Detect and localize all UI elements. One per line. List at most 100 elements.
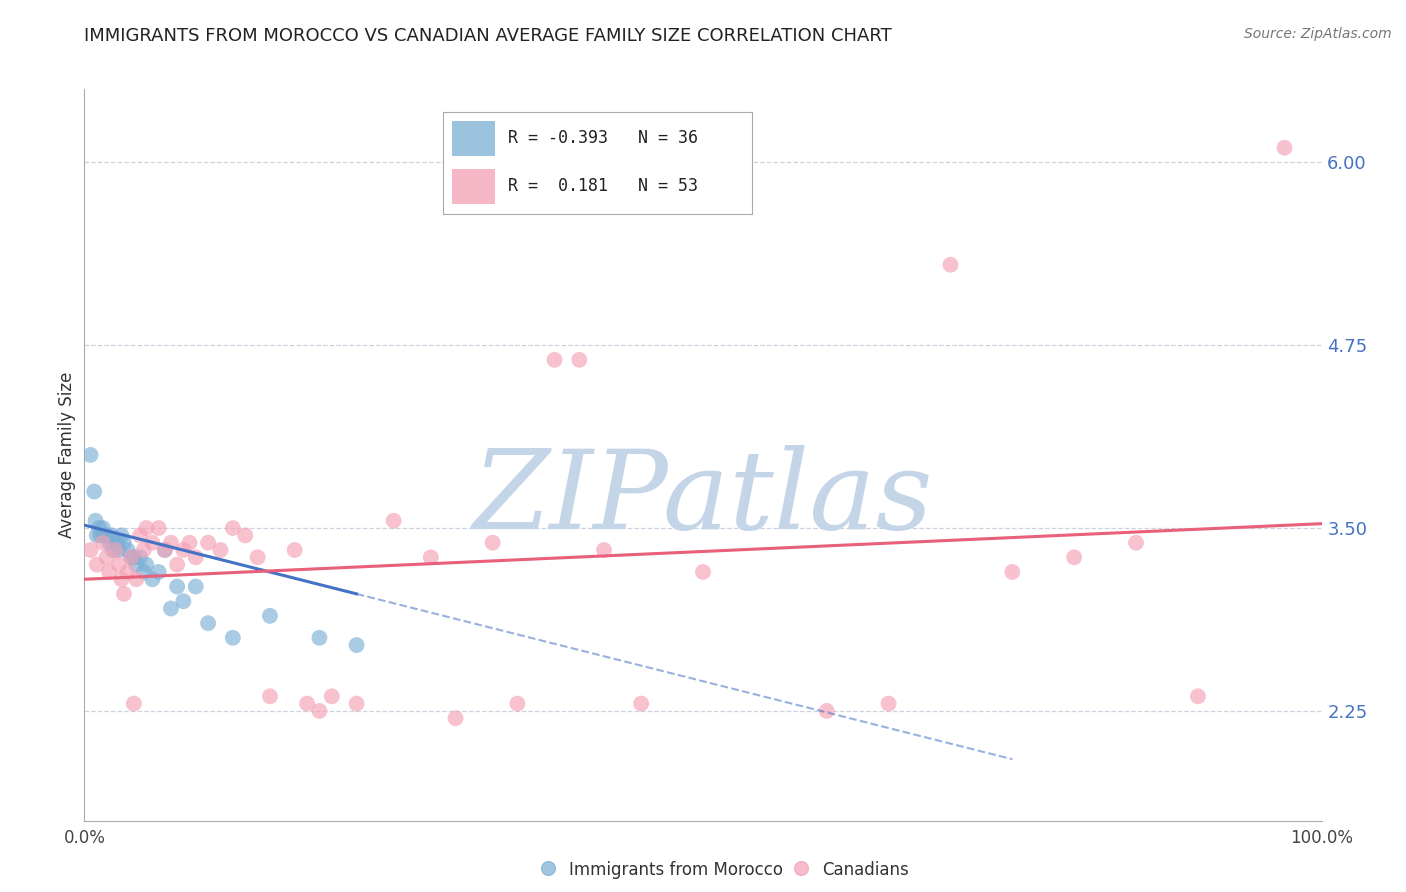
Point: [179, 535, 201, 549]
Point: [112, 587, 135, 601]
Point: [166, 580, 188, 594]
Bar: [453, 169, 495, 204]
Point: [790, 861, 813, 875]
Text: Source: ZipAtlas.com: Source: ZipAtlas.com: [1244, 27, 1392, 41]
Point: [104, 543, 127, 558]
Point: [308, 704, 330, 718]
Point: [160, 535, 183, 549]
Point: [1125, 535, 1147, 549]
Point: [321, 690, 343, 704]
Text: Canadians: Canadians: [823, 861, 910, 879]
Point: [481, 535, 503, 549]
Point: [172, 594, 194, 608]
Point: [84, 514, 107, 528]
Point: [89, 521, 111, 535]
Point: [132, 565, 155, 579]
Point: [120, 550, 142, 565]
Point: [98, 535, 121, 549]
Point: [110, 528, 132, 542]
Point: [593, 543, 616, 558]
Point: [135, 521, 157, 535]
Point: [197, 535, 219, 549]
Point: [141, 572, 163, 586]
Point: [86, 528, 108, 542]
Point: [630, 697, 652, 711]
Point: [107, 535, 129, 549]
Point: [79, 543, 101, 558]
Point: [259, 608, 281, 623]
Point: [91, 521, 114, 535]
Point: [135, 558, 157, 572]
Point: [120, 550, 142, 565]
Point: [172, 543, 194, 558]
Point: [129, 550, 152, 565]
Point: [91, 535, 114, 549]
Point: [284, 543, 307, 558]
Point: [346, 638, 368, 652]
Text: R = -0.393   N = 36: R = -0.393 N = 36: [508, 129, 697, 147]
Text: Immigrants from Morocco: Immigrants from Morocco: [569, 861, 783, 879]
Point: [132, 543, 155, 558]
Point: [96, 550, 118, 565]
Point: [89, 528, 111, 542]
Bar: [453, 120, 495, 155]
Point: [308, 631, 330, 645]
Point: [125, 572, 148, 586]
Point: [184, 580, 207, 594]
Point: [222, 631, 245, 645]
Point: [112, 535, 135, 549]
Point: [506, 697, 529, 711]
Point: [259, 690, 281, 704]
Point: [1063, 550, 1085, 565]
Point: [1274, 141, 1296, 155]
Point: [110, 572, 132, 586]
Y-axis label: Average Family Size: Average Family Size: [58, 372, 76, 538]
Point: [101, 543, 124, 558]
Text: R =  0.181   N = 53: R = 0.181 N = 53: [508, 178, 697, 195]
Point: [98, 565, 121, 579]
Point: [419, 550, 441, 565]
Point: [568, 352, 591, 367]
Point: [108, 558, 131, 572]
Point: [160, 601, 183, 615]
Point: [444, 711, 467, 725]
Point: [93, 528, 115, 542]
Point: [197, 616, 219, 631]
Point: [184, 550, 207, 565]
Point: [346, 697, 368, 711]
Point: [877, 697, 900, 711]
Point: [295, 697, 318, 711]
Point: [815, 704, 838, 718]
Point: [166, 558, 188, 572]
Point: [141, 535, 163, 549]
Point: [543, 352, 565, 367]
Text: ZIPatlas: ZIPatlas: [472, 445, 934, 552]
Point: [233, 528, 256, 542]
Point: [117, 543, 139, 558]
Point: [692, 565, 714, 579]
Point: [246, 550, 269, 565]
Point: [96, 528, 118, 542]
Point: [79, 448, 101, 462]
Point: [104, 535, 127, 549]
Point: [209, 543, 232, 558]
Point: [83, 484, 105, 499]
Point: [129, 528, 152, 542]
Point: [100, 528, 122, 542]
Point: [222, 521, 245, 535]
Text: IMMIGRANTS FROM MOROCCO VS CANADIAN AVERAGE FAMILY SIZE CORRELATION CHART: IMMIGRANTS FROM MOROCCO VS CANADIAN AVER…: [84, 27, 893, 45]
Point: [148, 521, 170, 535]
Point: [537, 861, 560, 875]
Point: [117, 565, 139, 579]
Point: [122, 550, 145, 565]
Point: [1001, 565, 1024, 579]
Point: [148, 565, 170, 579]
Point: [1187, 690, 1209, 704]
Point: [122, 697, 145, 711]
Point: [153, 543, 176, 558]
Point: [86, 558, 108, 572]
Point: [939, 258, 962, 272]
Point: [153, 543, 176, 558]
Point: [108, 543, 131, 558]
Point: [125, 558, 148, 572]
